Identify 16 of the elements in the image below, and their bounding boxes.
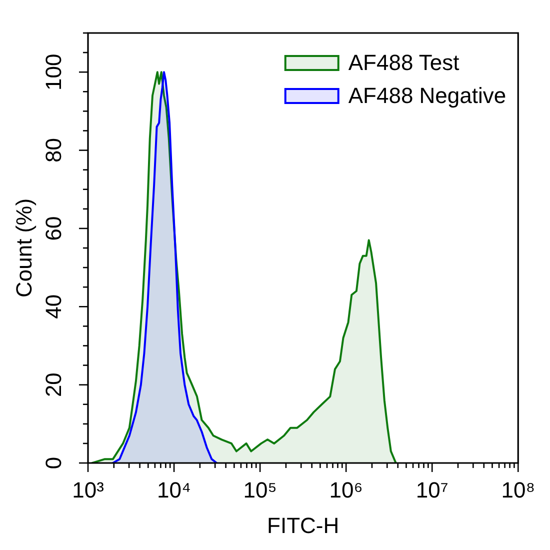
x-axis-title: FITC-H [267,512,340,538]
x-tick-label: 10⁸ [501,477,536,502]
y-tick-label: 100 [41,54,66,90]
x-tick-label: 10³ [72,477,104,502]
x-tick-label: 10⁷ [416,477,448,502]
y-tick-label: 60 [41,216,66,241]
y-tick-label: 20 [41,372,66,398]
x-tick-label: 10⁴ [157,477,191,502]
y-tick-label: 40 [41,294,66,319]
legend-label: AF488 Test [348,50,460,76]
x-tick-label: 10⁵ [243,477,277,502]
legend-label: AF488 Negative [348,83,506,108]
y-axis-title: Count (%) [11,198,36,298]
x-tick-label: 10⁶ [329,477,363,502]
y-tick-label: 80 [41,138,66,163]
y-tick-label: 0 [41,456,66,470]
